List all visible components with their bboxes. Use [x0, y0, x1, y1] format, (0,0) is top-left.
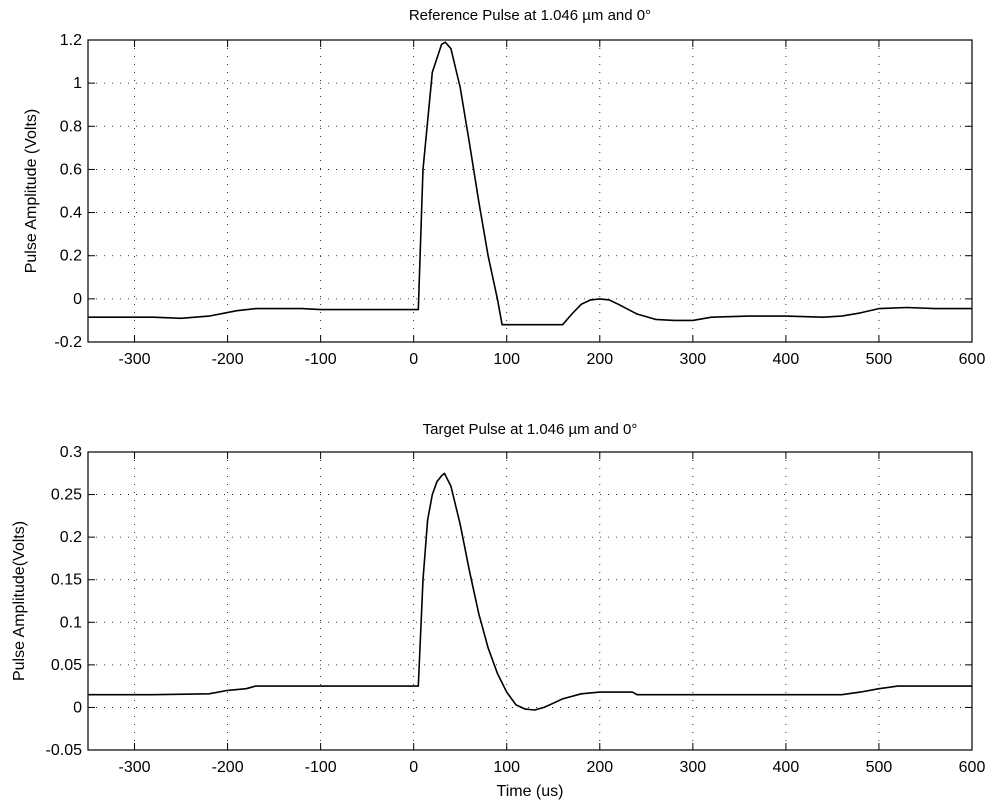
y-tick-label: 1	[73, 75, 82, 92]
y-tick-label: 0.2	[60, 529, 82, 546]
x-tick-label: -100	[305, 351, 337, 368]
series-line-1	[88, 41, 972, 326]
y-tick-label: 0.6	[60, 161, 82, 178]
x-tick-label: 600	[959, 351, 986, 368]
x-tick-label: 100	[493, 351, 520, 368]
x-tick-label: 0	[409, 351, 418, 368]
x-tick-label: 300	[679, 351, 706, 368]
chart-panel-2: -300 -200 -100 0 100 200 300 400 500 600 -0.05 0 0.0…	[11, 421, 985, 800]
y-tick-label: 0.15	[51, 572, 82, 589]
x-tick-label: -200	[212, 759, 244, 776]
plot-frame	[87, 451, 973, 751]
y-tick-label: 1.2	[60, 32, 82, 49]
y-tick-label: 0	[73, 291, 82, 308]
x-tick-label: -300	[119, 759, 151, 776]
chart-panel-1: -300 -200 -100 0 100 200 300 400 500 600 -0.2 0 0.2 0…	[23, 7, 985, 368]
y-axis-label: Pulse Amplitude (Volts)	[23, 109, 40, 274]
y-axis-label: Pulse Amplitude(Volts)	[11, 521, 28, 681]
y-tick-label: 0.2	[60, 248, 82, 265]
x-tick-label: -200	[212, 351, 244, 368]
x-tick-label: 0	[409, 759, 418, 776]
chart-title: Reference Pulse at 1.046 µm and 0°	[409, 7, 651, 24]
x-tick-label: 600	[959, 759, 986, 776]
y-tick-label: 0.8	[60, 118, 82, 135]
y-tick-label: 0.3	[60, 444, 82, 461]
plot-frame	[87, 39, 973, 343]
y-tick-label: 0.4	[60, 205, 82, 222]
x-tick-label: 200	[586, 351, 613, 368]
x-tick-label: 500	[866, 351, 893, 368]
x-tick-label: 400	[773, 759, 800, 776]
y-tick-label: -0.2	[54, 334, 82, 351]
x-tick-label: 300	[679, 759, 706, 776]
y-tick-label: 0.1	[60, 614, 82, 631]
x-tick-label: -300	[119, 351, 151, 368]
x-tick-label: 500	[866, 759, 893, 776]
x-tick-label: 100	[493, 759, 520, 776]
x-tick-label: -100	[305, 759, 337, 776]
x-tick-label: 200	[586, 759, 613, 776]
y-tick-label: 0	[73, 699, 82, 716]
x-axis-label: Time (us)	[497, 783, 564, 800]
y-tick-label: -0.05	[46, 742, 83, 759]
chart-title: Target Pulse at 1.046 µm and 0°	[423, 421, 638, 438]
x-tick-label: 400	[773, 351, 800, 368]
series-line-1	[88, 472, 972, 711]
y-tick-label: 0.25	[51, 487, 82, 504]
y-tick-label: 0.05	[51, 657, 82, 674]
